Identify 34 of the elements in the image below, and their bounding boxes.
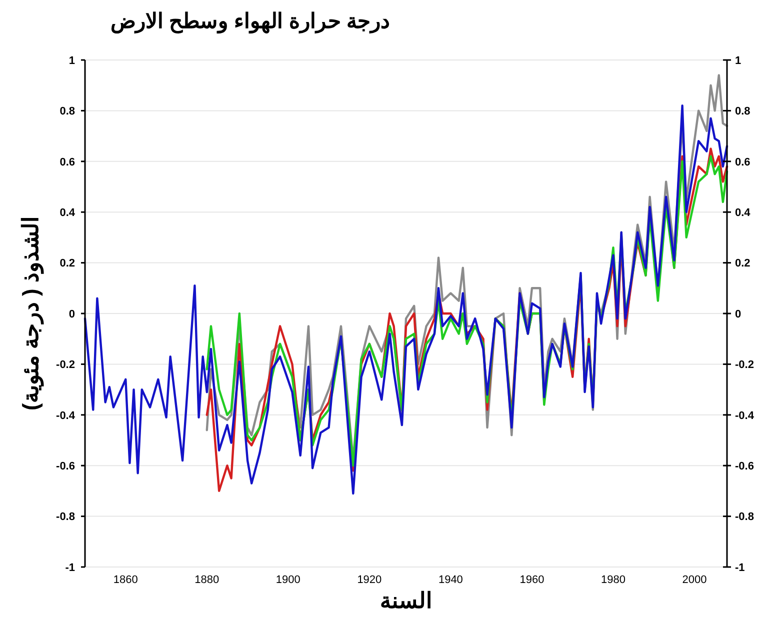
x-tick-label: 2000: [682, 574, 707, 586]
y-tick-label: -0.2: [56, 359, 75, 372]
y-tick-label: 0: [68, 308, 75, 320]
chart-title: درجة حرارة الهواء وسطح الارض: [110, 10, 390, 34]
y-tick-label: -1: [65, 562, 75, 574]
line-series: [84, 104, 728, 495]
y2-tick-label: 0.8: [735, 106, 750, 118]
x-tick-label: 1920: [357, 574, 382, 586]
y-tick-label: -0.6: [56, 460, 75, 472]
x-tick-label: 1900: [276, 574, 300, 586]
y2-tick-label: -0.2: [735, 359, 754, 372]
x-tick-label: 1980: [600, 574, 626, 586]
y2-tick-label: 0.4: [735, 206, 752, 219]
x-tick-label: 1860: [113, 574, 138, 586]
y-tick-label: -0.4: [56, 410, 76, 422]
y2-tick-label: 0.2: [735, 258, 750, 270]
x-tick-label: 1960: [520, 574, 544, 586]
y-tick-label: 1: [68, 54, 75, 67]
x-axis-title: السنة: [380, 588, 432, 613]
x-tick-label: 1880: [194, 574, 220, 586]
y2-tick-label: -0.8: [735, 511, 754, 524]
y2-tick-label: 0: [735, 308, 742, 320]
y2-tick-label: 1: [735, 54, 742, 67]
y2-tick-label: -0.6: [735, 460, 754, 472]
y2-tick-label: -0.4: [735, 410, 755, 422]
y-tick-label: 0.2: [60, 258, 75, 270]
y-tick-label: 0.4: [60, 206, 76, 219]
y2-tick-label: -1: [735, 562, 745, 574]
y-tick-label: -0.8: [56, 511, 75, 524]
x-tick-label: 1940: [438, 574, 463, 586]
y-tick-label: 0.8: [60, 106, 75, 118]
y-tick-label: 0.6: [60, 156, 75, 168]
y2-tick-label: 0.6: [735, 156, 750, 168]
y-axis-title: الشذوذ ( درجة مئوية): [18, 216, 44, 410]
